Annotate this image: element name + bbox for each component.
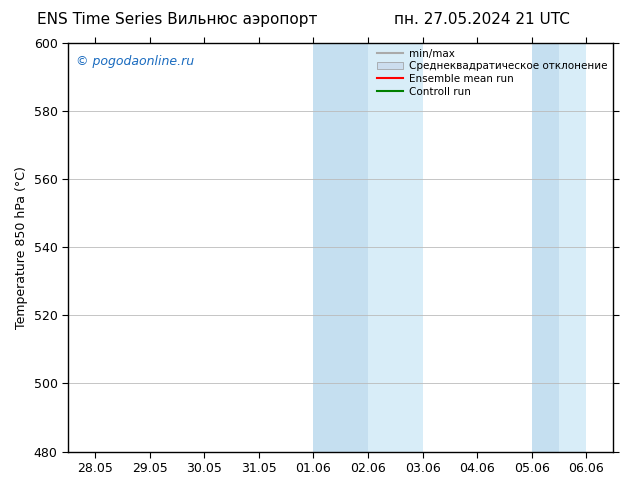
Bar [368,43,422,452]
Bar [532,43,559,452]
Text: © pogodaonline.ru: © pogodaonline.ru [76,55,194,68]
Bar [313,43,368,452]
Text: ENS Time Series Вильнюс аэропорт: ENS Time Series Вильнюс аэропорт [37,12,318,27]
Text: пн. 27.05.2024 21 UTC: пн. 27.05.2024 21 UTC [394,12,570,27]
Legend: min/max, Среднеквадратическое отклонение, Ensemble mean run, Controll run: min/max, Среднеквадратическое отклонение… [374,46,611,100]
Y-axis label: Temperature 850 hPa (°C): Temperature 850 hPa (°C) [15,166,28,328]
Bar [559,43,586,452]
